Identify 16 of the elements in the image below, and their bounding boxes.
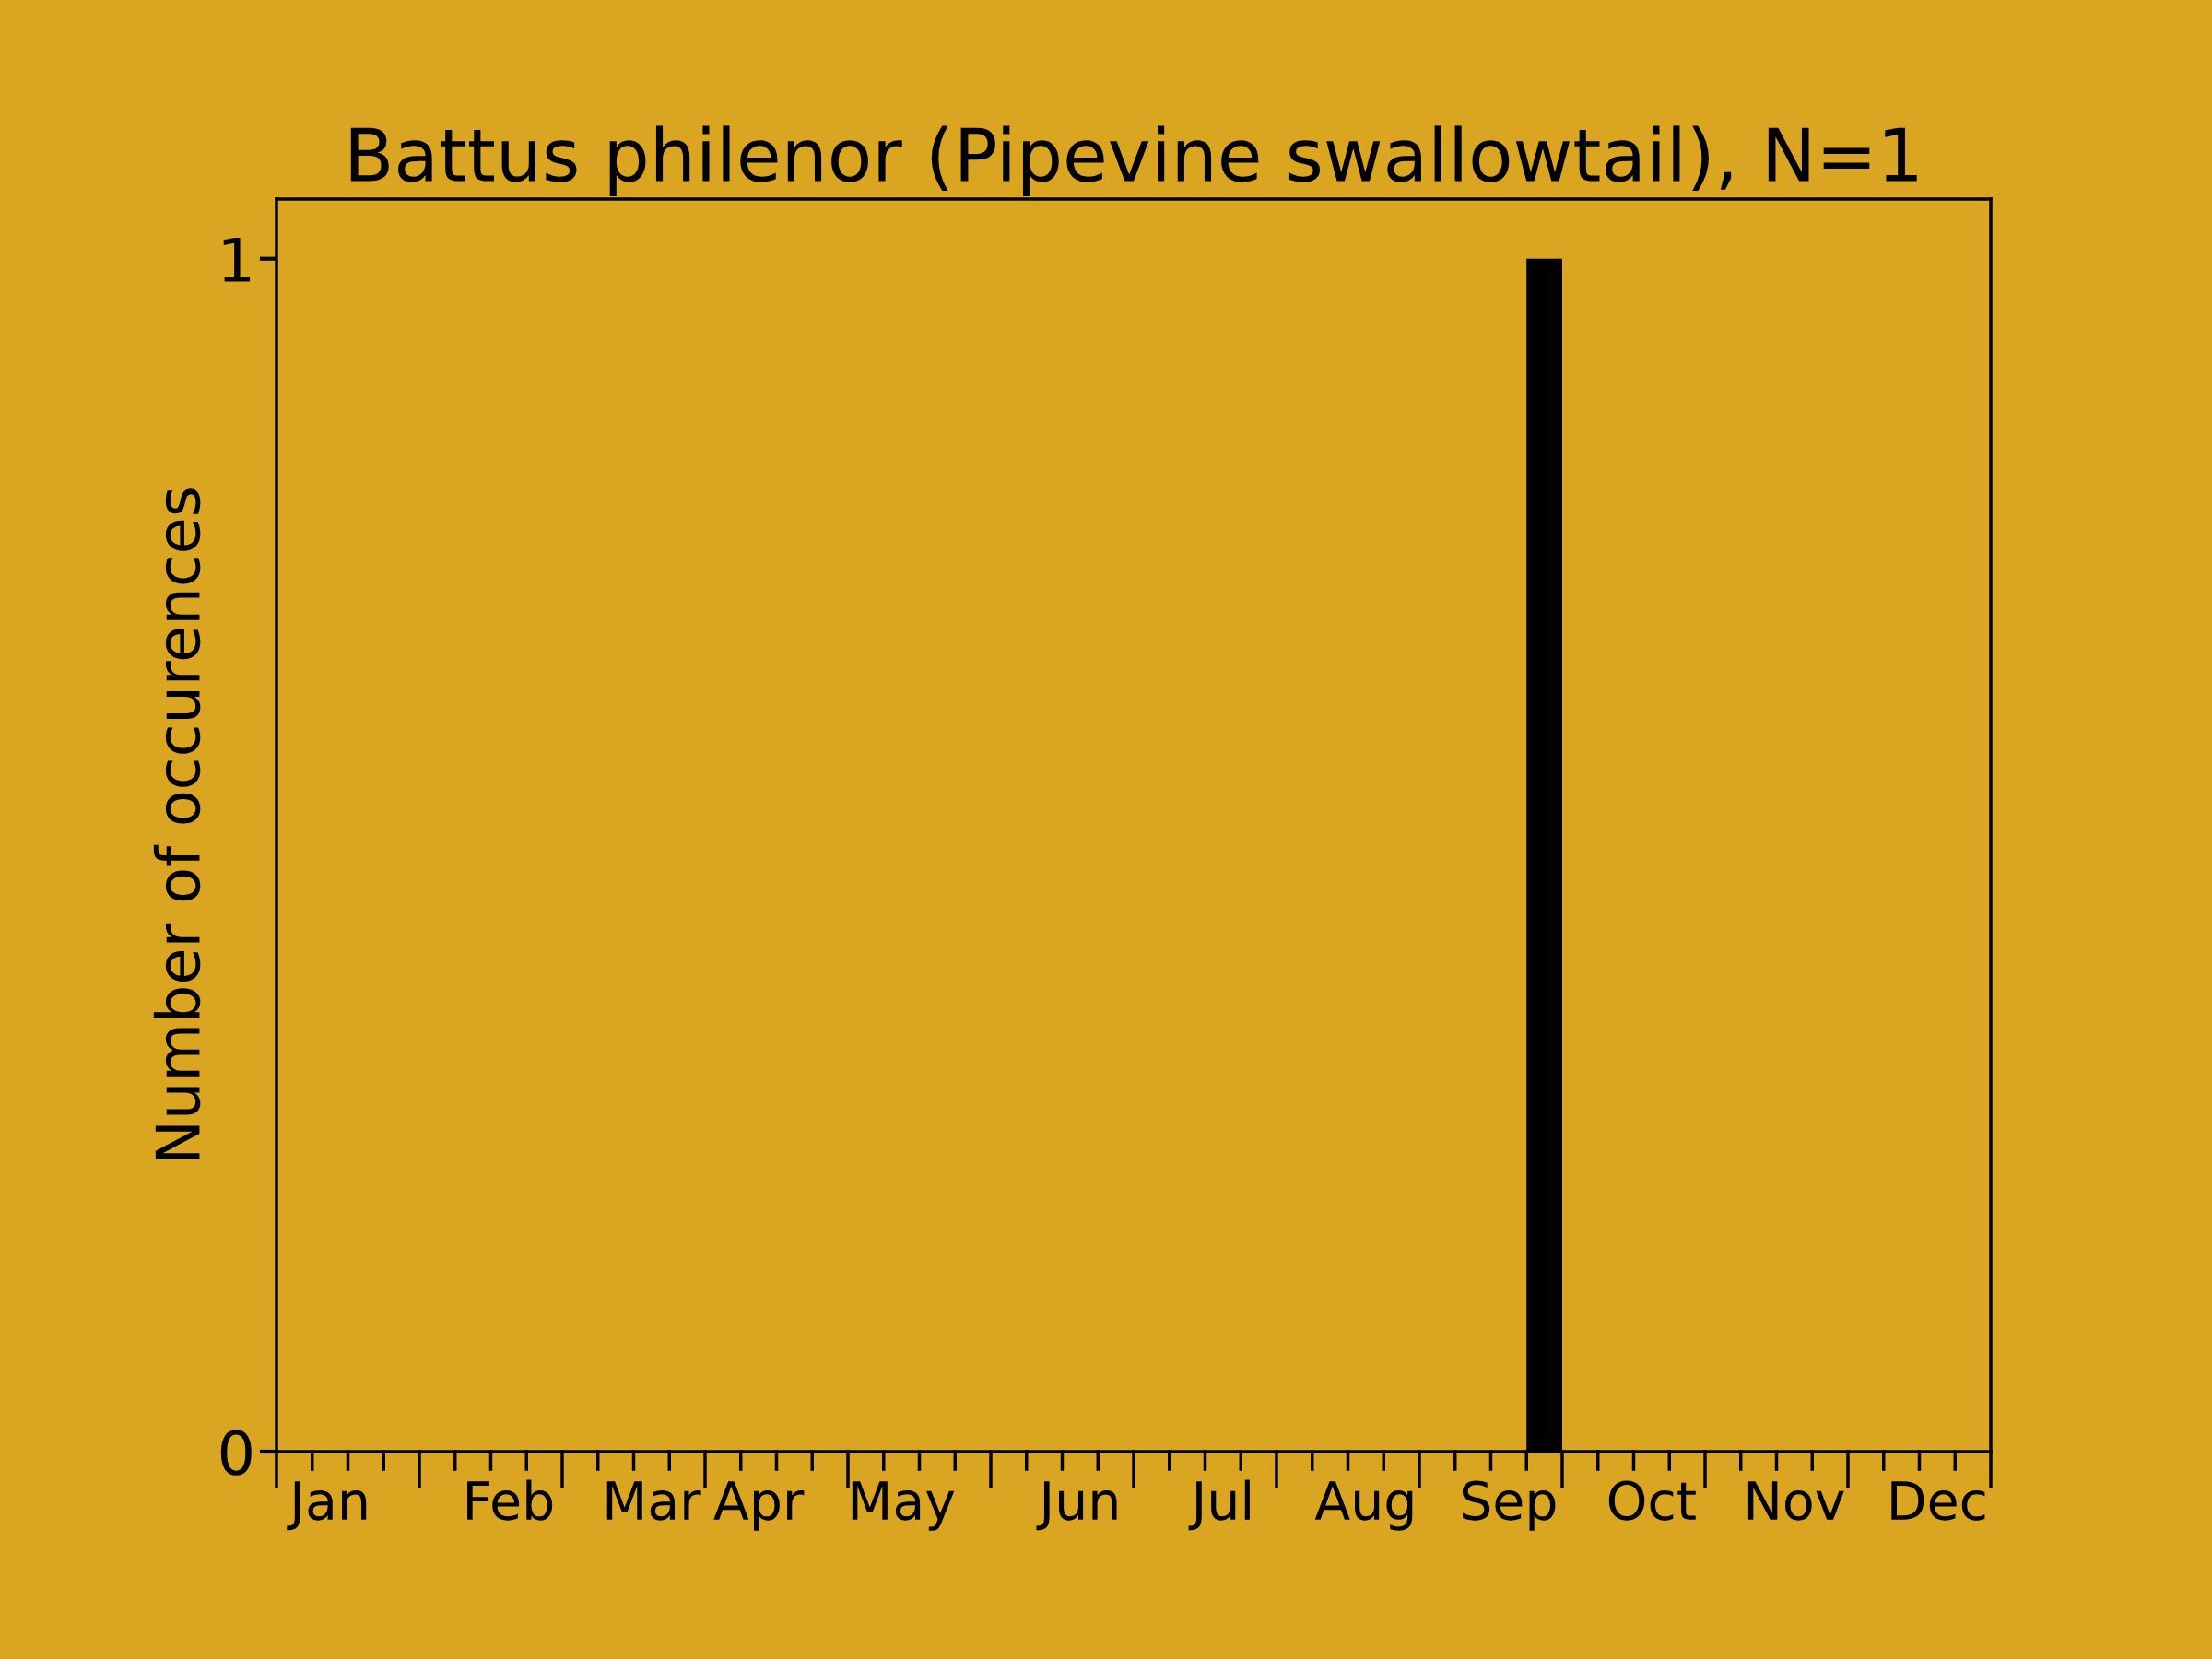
x-tick-label: Jul <box>1188 1479 1250 1531</box>
x-tick-label: Oct <box>1608 1480 1696 1521</box>
y-tick-label: 1 <box>223 237 251 282</box>
y-axis-title: Number of occurences <box>153 488 201 1159</box>
x-tick-label: Apr <box>713 1481 805 1531</box>
x-tick-label: Sep <box>1462 1480 1556 1531</box>
x-tick-label: Aug <box>1314 1481 1413 1531</box>
chart-title: Battus philenor (Pipevine swallowtail), N=1 <box>350 125 1917 197</box>
x-tick-label: Jan <box>287 1481 367 1531</box>
y-tick-label: 0 <box>220 1430 252 1476</box>
x-tick-label: Jun <box>1036 1481 1117 1531</box>
x-tick-label: Nov <box>1747 1481 1844 1521</box>
x-tick-label: Mar <box>606 1481 701 1521</box>
x-tick-label: May <box>852 1481 955 1531</box>
x-tick-label: Feb <box>467 1479 553 1521</box>
x-tick-label: Dec <box>1891 1481 1985 1521</box>
